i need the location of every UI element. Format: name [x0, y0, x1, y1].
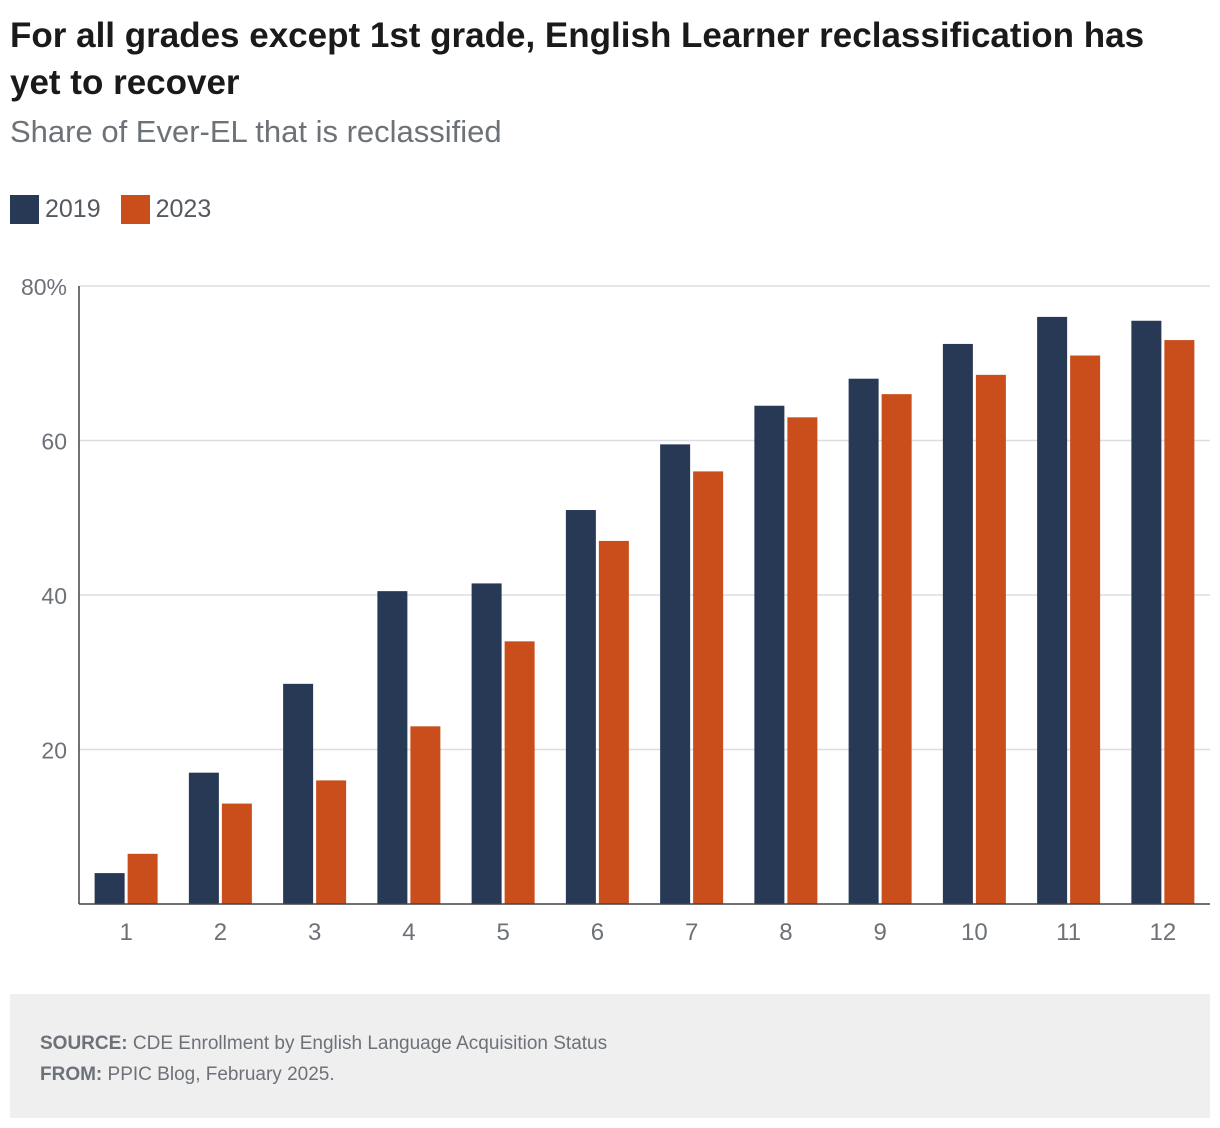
bar-2019-grade-5 [471, 583, 502, 904]
from-label: FROM: [40, 1064, 103, 1085]
source-footer: SOURCE: CDE Enrollment by English Langua… [10, 994, 1210, 1118]
bar-2023-grade-7 [693, 471, 724, 904]
x-tick-label-4: 4 [402, 919, 415, 946]
bar-2019-grade-4 [377, 591, 408, 904]
y-tick-label-40: 40 [41, 583, 67, 609]
bar-2019-grade-9 [848, 378, 879, 904]
bar-2023-grade-8 [787, 417, 818, 904]
x-tick-label-1: 1 [119, 919, 132, 946]
bar-2023-grade-10 [975, 374, 1006, 904]
bar-2023-grade-1 [127, 853, 158, 904]
x-tick-label-6: 6 [591, 919, 604, 946]
bar-2019-grade-2 [188, 772, 219, 904]
bar-2023-grade-3 [316, 780, 347, 904]
y-tick-label-60: 60 [41, 429, 67, 455]
x-tick-label-5: 5 [496, 919, 509, 946]
x-tick-label-12: 12 [1150, 919, 1177, 946]
bar-2023-grade-6 [598, 540, 629, 904]
bar-2019-grade-7 [660, 444, 691, 904]
from-line: FROM: PPIC Blog, February 2025. [40, 1059, 1210, 1090]
legend-swatch-2019 [10, 195, 39, 224]
chart-title: For all grades except 1st grade, English… [10, 16, 1145, 102]
bar-2019-grade-8 [754, 405, 785, 904]
legend-swatch-2023 [120, 195, 150, 224]
x-tick-label-11: 11 [1056, 919, 1081, 946]
source-line: SOURCE: CDE Enrollment by English Langua… [40, 1028, 1210, 1059]
from-text: PPIC Blog, February 2025. [107, 1064, 335, 1085]
bar-2019-grade-3 [283, 683, 314, 904]
legend-item-2019: 2019 [10, 195, 101, 224]
bar-2019-grade-10 [942, 343, 973, 904]
legend-label-2019: 2019 [45, 195, 101, 223]
x-tick-label-2: 2 [214, 919, 227, 946]
bar-2019-grade-1 [94, 873, 125, 904]
y-tick-label-20: 20 [41, 738, 67, 764]
x-tick-label-9: 9 [873, 919, 886, 946]
bar-2019-grade-11 [1037, 316, 1068, 904]
source-label: SOURCE: [40, 1033, 128, 1054]
bar-2019-grade-12 [1131, 320, 1162, 904]
bar-2023-grade-5 [504, 641, 535, 904]
legend: 2019 2023 [10, 195, 231, 224]
legend-item-2023: 2023 [120, 195, 212, 224]
bar-2023-grade-11 [1070, 355, 1101, 904]
y-tick-label-80: 80% [21, 274, 67, 300]
bar-2023-grade-12 [1164, 340, 1195, 904]
legend-label-2023: 2023 [155, 195, 212, 223]
x-tick-label-10: 10 [961, 919, 988, 946]
bar-2023-grade-4 [410, 726, 441, 904]
source-text: CDE Enrollment by English Language Acqui… [132, 1033, 608, 1054]
x-tick-label-3: 3 [308, 919, 321, 946]
bar-2019-grade-6 [565, 510, 596, 904]
x-tick-label-8: 8 [779, 919, 792, 946]
bar-2023-grade-2 [221, 803, 252, 904]
x-tick-label-7: 7 [685, 919, 698, 946]
bar-2023-grade-9 [881, 394, 912, 904]
chart-subtitle: Share of Ever-EL that is reclassified [10, 114, 502, 149]
